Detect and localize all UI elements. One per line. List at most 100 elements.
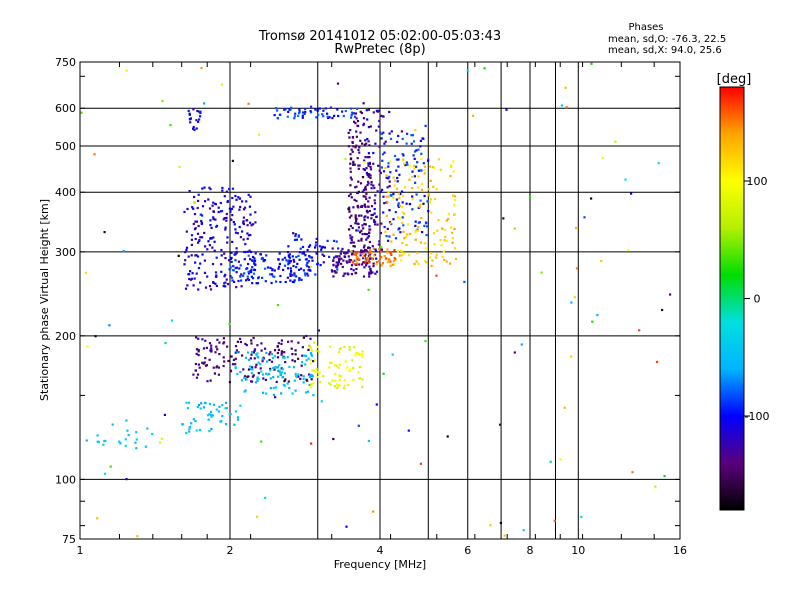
data-point [368, 275, 371, 278]
data-point [261, 276, 264, 279]
data-point [281, 368, 284, 371]
data-point [301, 245, 305, 249]
data-point [243, 206, 247, 209]
data-point [238, 208, 241, 211]
data-point [361, 385, 364, 388]
data-point [420, 216, 423, 220]
data-point [233, 280, 236, 283]
data-point [338, 363, 341, 366]
data-point [360, 237, 363, 240]
data-point [265, 351, 268, 355]
data-point [367, 162, 370, 165]
chart-subtitle: RwPretec (8p) [334, 42, 425, 57]
data-point [298, 110, 301, 113]
data-point [215, 225, 218, 228]
data-point [408, 232, 412, 236]
data-point [282, 356, 285, 359]
data-point [414, 220, 417, 223]
data-point [380, 250, 383, 253]
data-point [306, 272, 309, 275]
data-point [276, 304, 280, 307]
data-point [453, 227, 456, 231]
data-point [368, 196, 371, 199]
data-point [661, 308, 664, 312]
data-point [239, 404, 242, 407]
data-point [313, 359, 317, 362]
data-point [189, 278, 193, 281]
data-point [332, 259, 335, 262]
data-point [270, 360, 274, 363]
data-point [408, 178, 411, 181]
data-point [239, 205, 242, 209]
data-point [447, 218, 450, 221]
data-point [280, 342, 283, 345]
data-point [335, 266, 338, 269]
data-point [369, 125, 372, 128]
data-point [452, 170, 455, 173]
data-point [314, 244, 317, 247]
data-point [201, 214, 204, 217]
data-point [203, 102, 206, 105]
data-point [170, 319, 173, 322]
data-point [345, 260, 348, 263]
data-point [289, 108, 292, 111]
data-point [235, 271, 238, 274]
data-point [262, 260, 265, 263]
data-point [445, 239, 448, 242]
data-point [359, 231, 362, 234]
data-point [397, 202, 400, 205]
data-point [310, 349, 314, 352]
data-point [357, 371, 360, 374]
data-point [192, 108, 195, 111]
data-point [363, 159, 366, 162]
data-point [318, 350, 321, 353]
data-point [253, 261, 256, 264]
data-point [348, 206, 351, 209]
data-point [318, 107, 321, 110]
data-point [383, 225, 386, 229]
data-point [390, 130, 393, 133]
data-point [380, 264, 383, 267]
data-point [669, 293, 672, 296]
data-points [80, 62, 672, 538]
data-point [253, 357, 256, 360]
data-point [355, 117, 358, 120]
data-point [357, 229, 360, 232]
data-point [321, 253, 324, 256]
data-point [229, 275, 232, 278]
data-point [198, 428, 201, 431]
data-point [234, 228, 237, 231]
data-point [315, 252, 318, 255]
data-point [414, 229, 418, 232]
data-point [195, 336, 198, 339]
data-point [389, 260, 392, 263]
data-point [549, 460, 552, 463]
data-point [260, 440, 263, 443]
data-point [221, 415, 224, 418]
data-point [336, 108, 339, 111]
data-point [352, 366, 355, 370]
data-point [332, 437, 335, 441]
data-point [421, 188, 424, 191]
data-point [366, 257, 369, 260]
data-point [310, 256, 314, 259]
data-point [314, 108, 317, 111]
data-point [384, 140, 387, 143]
data-point [250, 339, 253, 342]
data-point [403, 186, 407, 189]
data-point [312, 369, 316, 372]
data-point [358, 365, 361, 368]
data-point [378, 119, 381, 123]
data-point [228, 322, 231, 325]
data-point [356, 352, 359, 355]
data-point [340, 250, 343, 253]
data-point [301, 354, 304, 357]
data-point [251, 259, 254, 262]
data-point [372, 111, 375, 114]
data-point [232, 269, 235, 272]
data-point [218, 405, 221, 408]
data-point [197, 199, 200, 202]
data-point [281, 376, 284, 379]
data-point [418, 205, 421, 209]
data-point [204, 357, 207, 360]
